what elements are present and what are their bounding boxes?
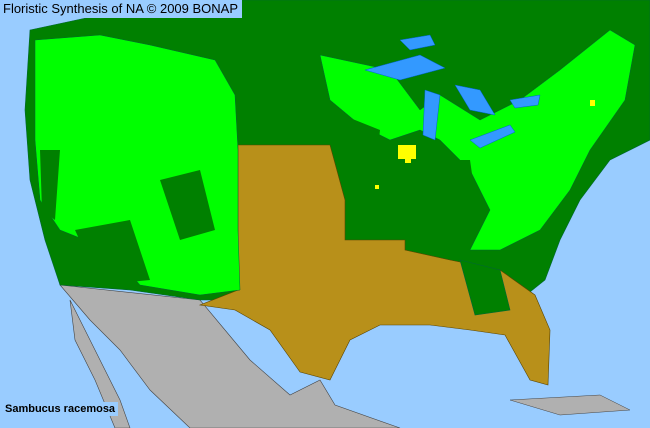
species-label: Sambucus racemosa: [2, 402, 119, 416]
great-lakes: [364, 34, 541, 149]
region-absent: [198, 144, 551, 386]
region-rare: [375, 100, 595, 189]
map-title: Floristic Synthesis of NA © 2009 BONAP: [0, 0, 243, 18]
baja-california: [69, 299, 131, 428]
mexico: [59, 284, 401, 428]
